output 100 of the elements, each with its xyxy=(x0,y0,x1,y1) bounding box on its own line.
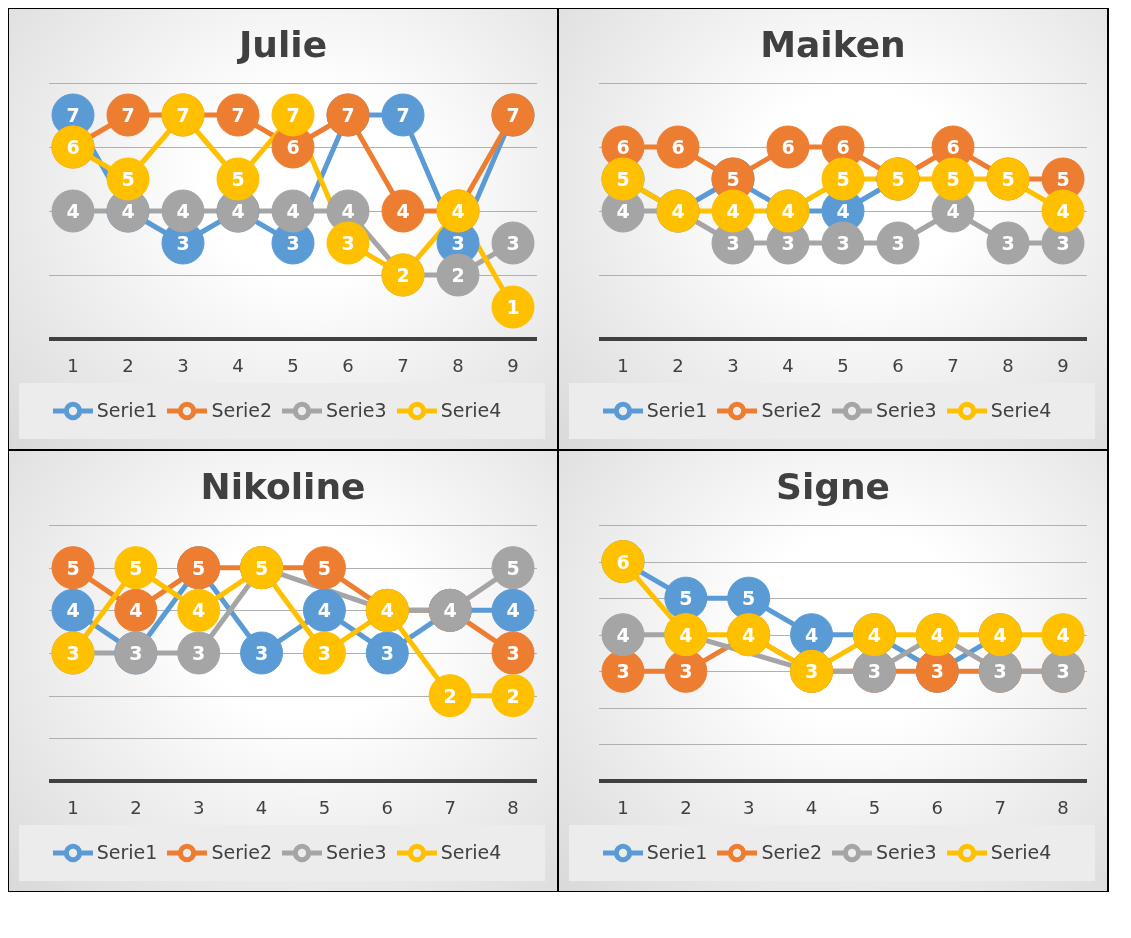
x-tick-label: 6 xyxy=(342,354,354,376)
x-tick-label: 5 xyxy=(837,354,849,376)
point xyxy=(114,588,158,632)
data-label: 4 xyxy=(506,599,520,622)
point xyxy=(711,189,755,233)
point xyxy=(491,221,535,265)
x-tick-label: 6 xyxy=(931,796,944,818)
x-tick-label: 5 xyxy=(318,796,331,818)
data-label: 5 xyxy=(121,168,135,190)
data-label: 7 xyxy=(396,104,410,126)
x-tick-label: 1 xyxy=(67,354,79,376)
x-tick-label: 5 xyxy=(868,796,881,818)
point xyxy=(491,285,535,329)
data-label: 4 xyxy=(451,200,465,222)
x-tick-label: 8 xyxy=(1057,796,1069,818)
point xyxy=(177,631,221,675)
point xyxy=(491,588,535,632)
data-label: 4 xyxy=(380,599,394,622)
x-tick-label: 1 xyxy=(617,796,629,818)
legend-label: Serie3 xyxy=(876,840,937,863)
data-label: 3 xyxy=(192,642,206,664)
point xyxy=(766,125,810,169)
point xyxy=(302,631,346,675)
x-tick-label: 1 xyxy=(67,796,79,818)
data-label: 3 xyxy=(1001,232,1015,254)
data-label: 5 xyxy=(742,587,756,610)
data-label: 4 xyxy=(317,599,332,622)
data-label: 7 xyxy=(286,104,300,126)
point xyxy=(381,93,425,137)
data-label: 3 xyxy=(891,232,905,254)
data-label: 4 xyxy=(66,200,80,222)
data-label: 3 xyxy=(129,642,143,664)
data-label: 6 xyxy=(616,136,630,158)
point xyxy=(216,157,260,201)
point xyxy=(302,546,346,590)
x-tick-label: 5 xyxy=(287,354,299,376)
chart-title: Signe xyxy=(774,465,892,509)
x-tick-label: 2 xyxy=(130,796,142,818)
point xyxy=(428,674,472,718)
chart-title: Maiken xyxy=(759,23,907,67)
data-label: 5 xyxy=(1001,168,1015,190)
data-label: 4 xyxy=(781,200,795,222)
data-label: 6 xyxy=(836,136,850,158)
data-label: 3 xyxy=(317,642,332,664)
data-label: 5 xyxy=(254,556,269,579)
point xyxy=(106,93,150,137)
data-label: 3 xyxy=(506,232,520,254)
data-label: 5 xyxy=(192,556,206,579)
data-label: 3 xyxy=(286,232,300,254)
data-label: 6 xyxy=(286,136,300,158)
legend-label: Serie3 xyxy=(876,398,937,421)
x-tick-label: 6 xyxy=(892,354,904,376)
data-label: 4 xyxy=(616,200,630,222)
x-tick-label: 2 xyxy=(672,354,684,376)
point xyxy=(106,157,150,201)
data-label: 4 xyxy=(396,200,410,222)
data-label: 4 xyxy=(443,599,457,622)
legend-label: Serie4 xyxy=(440,398,502,421)
x-tick-label: 7 xyxy=(397,354,409,376)
data-label: 5 xyxy=(679,587,693,610)
data-label: 1 xyxy=(506,296,520,318)
x-tick-label: 9 xyxy=(507,354,519,376)
x-tick-label: 7 xyxy=(994,796,1006,818)
data-label: 4 xyxy=(946,200,960,222)
point xyxy=(326,221,370,265)
data-label: 3 xyxy=(1056,232,1070,254)
x-tick-label: 4 xyxy=(805,796,818,818)
data-label: 4 xyxy=(993,623,1007,646)
data-label: 2 xyxy=(396,264,410,286)
point xyxy=(271,189,315,233)
data-label: 7 xyxy=(66,104,80,126)
data-label: 5 xyxy=(231,168,245,190)
chart-title: Nikoline xyxy=(199,465,367,509)
data-label: 5 xyxy=(891,168,905,190)
data-label: 5 xyxy=(616,168,630,190)
legend-label: Serie4 xyxy=(990,840,1052,863)
data-label: 4 xyxy=(867,623,882,646)
data-label: 5 xyxy=(506,556,520,579)
chart-title: Julie xyxy=(236,23,329,67)
x-tick-label: 1 xyxy=(617,354,629,376)
data-label: 5 xyxy=(726,168,740,190)
point xyxy=(240,631,284,675)
point xyxy=(491,674,535,718)
data-label: 4 xyxy=(930,623,944,646)
data-label: 3 xyxy=(679,660,693,683)
data-label: 3 xyxy=(836,232,850,254)
x-tick-label: 2 xyxy=(680,796,692,818)
data-label: 4 xyxy=(679,623,693,646)
point xyxy=(381,189,425,233)
data-label: 3 xyxy=(616,660,630,683)
x-tick-label: 8 xyxy=(452,354,464,376)
point xyxy=(51,588,95,632)
point xyxy=(656,125,700,169)
point xyxy=(1041,189,1085,233)
data-label: 7 xyxy=(341,104,355,126)
x-tick-label: 3 xyxy=(177,354,189,376)
x-tick-label: 4 xyxy=(782,354,794,376)
data-label: 4 xyxy=(286,200,300,222)
legend-label: Serie4 xyxy=(440,840,502,863)
data-label: 6 xyxy=(66,136,80,158)
